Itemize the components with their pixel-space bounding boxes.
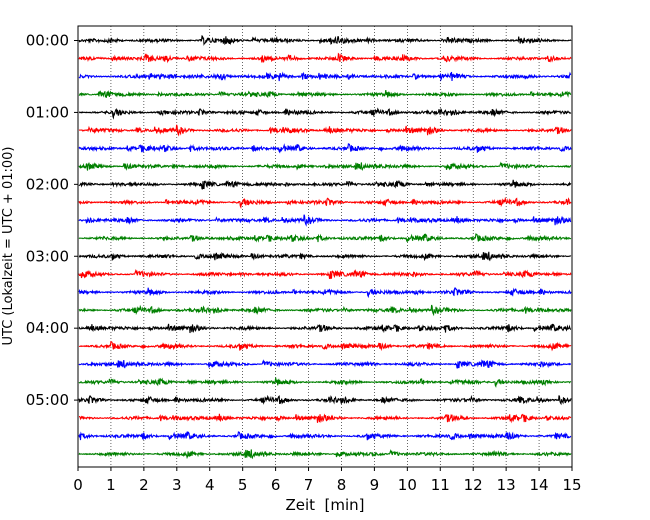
seismic-trace <box>78 413 572 424</box>
x-tick-label: 2 <box>139 476 149 494</box>
x-tick-label: 9 <box>370 476 380 494</box>
seismic-trace <box>78 107 572 120</box>
y-tick-label: 00:00 <box>26 32 69 50</box>
y-tick-label: 05:00 <box>26 391 69 409</box>
seismic-trace <box>78 304 572 317</box>
x-tick-label: 14 <box>530 476 549 494</box>
seismic-trace <box>78 287 572 299</box>
seismic-trace <box>78 359 572 369</box>
x-tick-label: 7 <box>304 476 314 494</box>
seismic-trace <box>78 431 572 441</box>
x-tick-label: 8 <box>337 476 347 494</box>
seismic-trace <box>78 340 572 352</box>
seismic-trace <box>78 143 572 154</box>
seismic-trace <box>78 251 572 262</box>
y-axis-ticks: 00:00 01:00 02:00 03:00 04:00 05:00 <box>26 32 78 409</box>
seismic-trace <box>78 323 571 334</box>
seismic-trace <box>78 394 572 406</box>
seismic-trace <box>78 377 572 388</box>
y-tick-label: 04:00 <box>26 319 69 337</box>
seismic-trace <box>78 124 572 137</box>
x-tick-label: 13 <box>497 476 516 494</box>
seismic-trace <box>78 196 572 209</box>
seismic-trace <box>78 214 572 227</box>
x-tick-label: 6 <box>271 476 281 494</box>
y-tick-label: 03:00 <box>26 247 69 265</box>
seismic-traces <box>78 35 572 460</box>
seismic-trace <box>78 71 572 82</box>
seismic-trace <box>78 89 572 99</box>
seismic-trace <box>78 52 572 64</box>
x-tick-label: 11 <box>431 476 450 494</box>
x-axis-label: Zeit [min] <box>285 496 364 514</box>
seismic-trace <box>78 161 572 171</box>
y-tick-label: 02:00 <box>26 175 69 193</box>
seismic-trace <box>78 268 572 280</box>
x-tick-label: 3 <box>172 476 182 494</box>
x-axis-ticks: 0 1 2 3 4 5 6 7 8 9 10 11 12 13 14 15 <box>73 467 582 494</box>
x-tick-label: 0 <box>73 476 83 494</box>
y-axis-label: UTC (Lokalzeit = UTC + 01:00) <box>1 147 16 346</box>
seismic-trace <box>78 233 572 243</box>
seismic-trace <box>78 179 572 190</box>
seismic-trace <box>78 449 572 460</box>
seismic-trace <box>78 35 572 46</box>
x-tick-label: 4 <box>205 476 215 494</box>
x-tick-label: 15 <box>562 476 581 494</box>
x-tick-label: 10 <box>398 476 417 494</box>
y-tick-label: 01:00 <box>26 103 69 121</box>
plot-frame <box>77 25 573 468</box>
x-tick-label: 1 <box>106 476 116 494</box>
x-tick-label: 5 <box>238 476 248 494</box>
x-tick-label: 12 <box>464 476 483 494</box>
